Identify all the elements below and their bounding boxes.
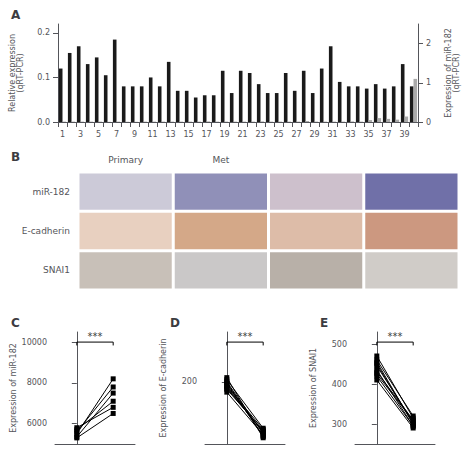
- svg-text:D: D: [170, 316, 180, 330]
- svg-text:7: 7: [114, 130, 119, 139]
- svg-text:***: ***: [238, 331, 253, 342]
- svg-text:31: 31: [327, 130, 337, 139]
- svg-text:11: 11: [147, 130, 157, 139]
- svg-text:0.2: 0.2: [37, 28, 50, 37]
- svg-text:0.0: 0.0: [37, 118, 50, 127]
- svg-text:***: ***: [88, 331, 103, 342]
- svg-text:6000: 6000: [27, 419, 47, 428]
- svg-text:Relative expression: Relative expression: [7, 34, 17, 112]
- svg-text:Expression of E-cadherin: Expression of E-cadherin: [159, 338, 168, 437]
- svg-text:5: 5: [96, 130, 101, 139]
- svg-text:37: 37: [381, 130, 391, 139]
- svg-text:0.1: 0.1: [37, 73, 50, 82]
- svg-text:3: 3: [78, 130, 83, 139]
- svg-text:(qRT-PCR): (qRT-PCR): [452, 53, 461, 92]
- svg-text:21: 21: [237, 130, 247, 139]
- svg-text:35: 35: [363, 130, 373, 139]
- svg-text:500: 500: [332, 340, 347, 349]
- svg-text:B: B: [11, 150, 20, 164]
- svg-text:300: 300: [332, 420, 347, 429]
- svg-text:17: 17: [201, 130, 211, 139]
- svg-text:9: 9: [132, 130, 137, 139]
- svg-text:33: 33: [345, 130, 355, 139]
- svg-text:(qRT-PCR): (qRT-PCR): [16, 53, 25, 92]
- svg-text:19: 19: [219, 130, 229, 139]
- svg-text:15: 15: [183, 130, 193, 139]
- svg-text:E-cadherin: E-cadherin: [22, 226, 70, 236]
- svg-text:E: E: [320, 316, 328, 330]
- svg-text:1: 1: [60, 130, 65, 139]
- svg-text:Expression of miR-182: Expression of miR-182: [9, 343, 18, 433]
- svg-text:1: 1: [426, 78, 431, 87]
- svg-text:***: ***: [388, 331, 403, 342]
- svg-text:8000: 8000: [27, 378, 47, 387]
- svg-text:10000: 10000: [22, 338, 47, 347]
- svg-text:C: C: [11, 316, 20, 330]
- svg-text:A: A: [11, 8, 21, 22]
- svg-text:25: 25: [273, 130, 283, 139]
- svg-text:2: 2: [426, 39, 431, 48]
- svg-text:23: 23: [255, 130, 265, 139]
- svg-text:miR-182: miR-182: [32, 187, 70, 197]
- svg-text:Primary: Primary: [108, 155, 143, 165]
- svg-text:400: 400: [332, 380, 347, 389]
- svg-text:SNAI1: SNAI1: [43, 265, 70, 275]
- svg-text:Expression of miR-182: Expression of miR-182: [443, 28, 453, 118]
- svg-text:27: 27: [291, 130, 301, 139]
- svg-text:29: 29: [309, 130, 319, 139]
- svg-text:0: 0: [426, 118, 431, 127]
- svg-text:13: 13: [165, 130, 175, 139]
- svg-text:200: 200: [182, 377, 197, 386]
- svg-text:Met: Met: [212, 155, 229, 165]
- svg-text:39: 39: [399, 130, 409, 139]
- svg-text:Expression of SNAI1: Expression of SNAI1: [309, 348, 318, 428]
